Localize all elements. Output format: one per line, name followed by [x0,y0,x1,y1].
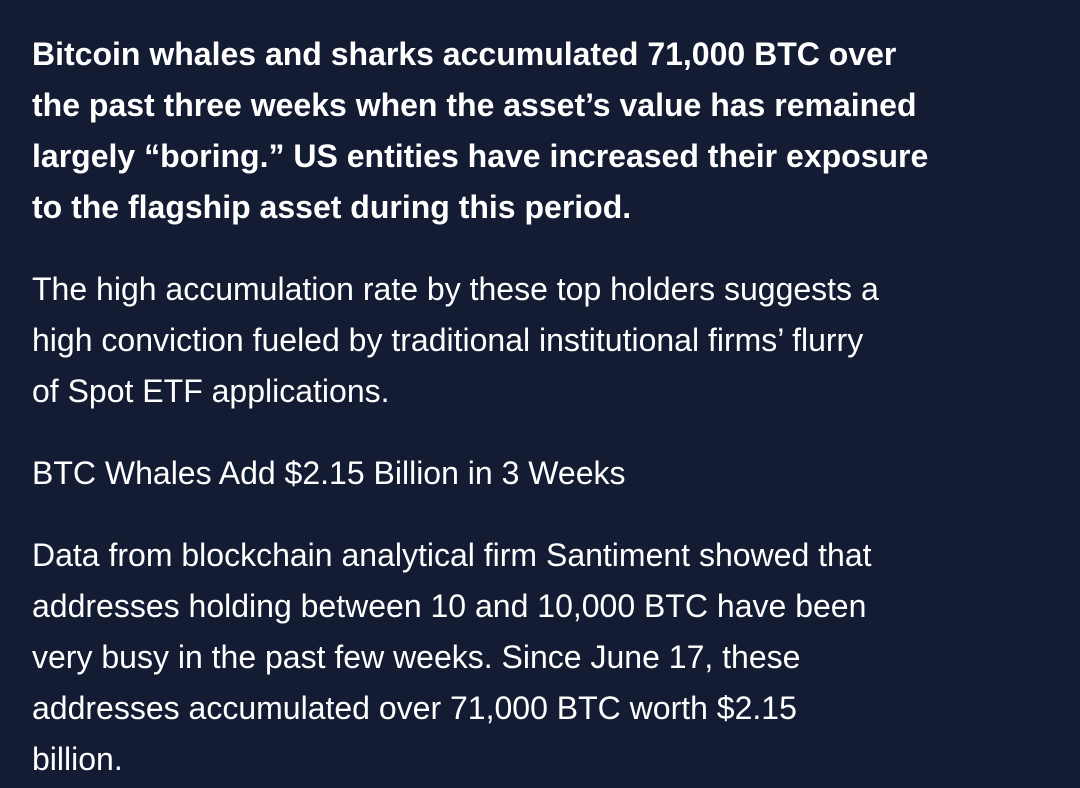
text-line: largely “boring.” US entities have incre… [32,138,929,174]
subheading: BTC Whales Add $2.15 Billion in 3 Weeks [32,448,1080,499]
body-paragraph-1: The high accumulation rate by these top … [32,264,1080,417]
text-line: to the flagship asset during this period… [32,189,632,225]
text-line: very busy in the past few weeks. Since J… [32,639,801,675]
text-line: addresses holding between 10 and 10,000 … [32,588,867,624]
text-line: high conviction fueled by traditional in… [32,322,864,358]
text-line: Bitcoin whales and sharks accumulated 71… [32,36,897,72]
text-line: the past three weeks when the asset’s va… [32,87,917,123]
text-line: The high accumulation rate by these top … [32,271,879,307]
intro-paragraph: Bitcoin whales and sharks accumulated 71… [32,29,1080,233]
text-line: addresses accumulated over 71,000 BTC wo… [32,690,797,726]
text-line: Data from blockchain analytical firm San… [32,537,872,573]
text-line: of Spot ETF applications. [32,373,390,409]
subheading-text: BTC Whales Add $2.15 Billion in 3 Weeks [32,455,626,491]
text-line: billion. [32,741,123,777]
body-paragraph-2: Data from blockchain analytical firm San… [32,530,1080,785]
